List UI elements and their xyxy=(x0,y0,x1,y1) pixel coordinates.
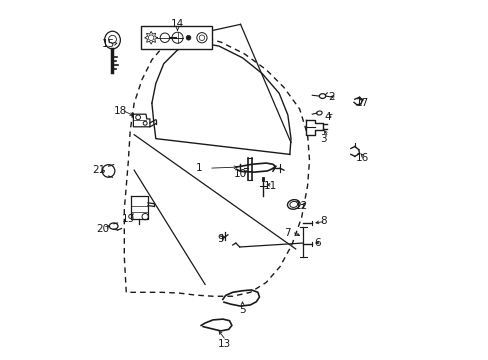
Text: 17: 17 xyxy=(355,98,368,108)
Text: 16: 16 xyxy=(355,153,368,163)
Text: 8: 8 xyxy=(319,216,326,226)
Text: 9: 9 xyxy=(217,234,224,244)
Text: 14: 14 xyxy=(170,19,184,29)
Text: 21: 21 xyxy=(92,165,105,175)
Text: 13: 13 xyxy=(218,338,231,348)
Text: 7: 7 xyxy=(284,228,290,238)
Text: 15: 15 xyxy=(102,39,115,49)
Text: 18: 18 xyxy=(114,106,127,116)
Text: 19: 19 xyxy=(122,215,135,224)
Text: 6: 6 xyxy=(313,238,320,248)
Text: 4: 4 xyxy=(323,112,330,122)
Text: 3: 3 xyxy=(319,134,326,144)
Text: 2: 2 xyxy=(327,92,334,102)
Circle shape xyxy=(186,35,190,40)
FancyBboxPatch shape xyxy=(141,26,212,49)
Text: 10: 10 xyxy=(234,169,246,179)
Text: 5: 5 xyxy=(239,305,245,315)
Text: 12: 12 xyxy=(294,201,307,211)
Text: 1: 1 xyxy=(196,163,202,173)
Text: 11: 11 xyxy=(263,181,276,191)
Text: 20: 20 xyxy=(96,224,109,234)
